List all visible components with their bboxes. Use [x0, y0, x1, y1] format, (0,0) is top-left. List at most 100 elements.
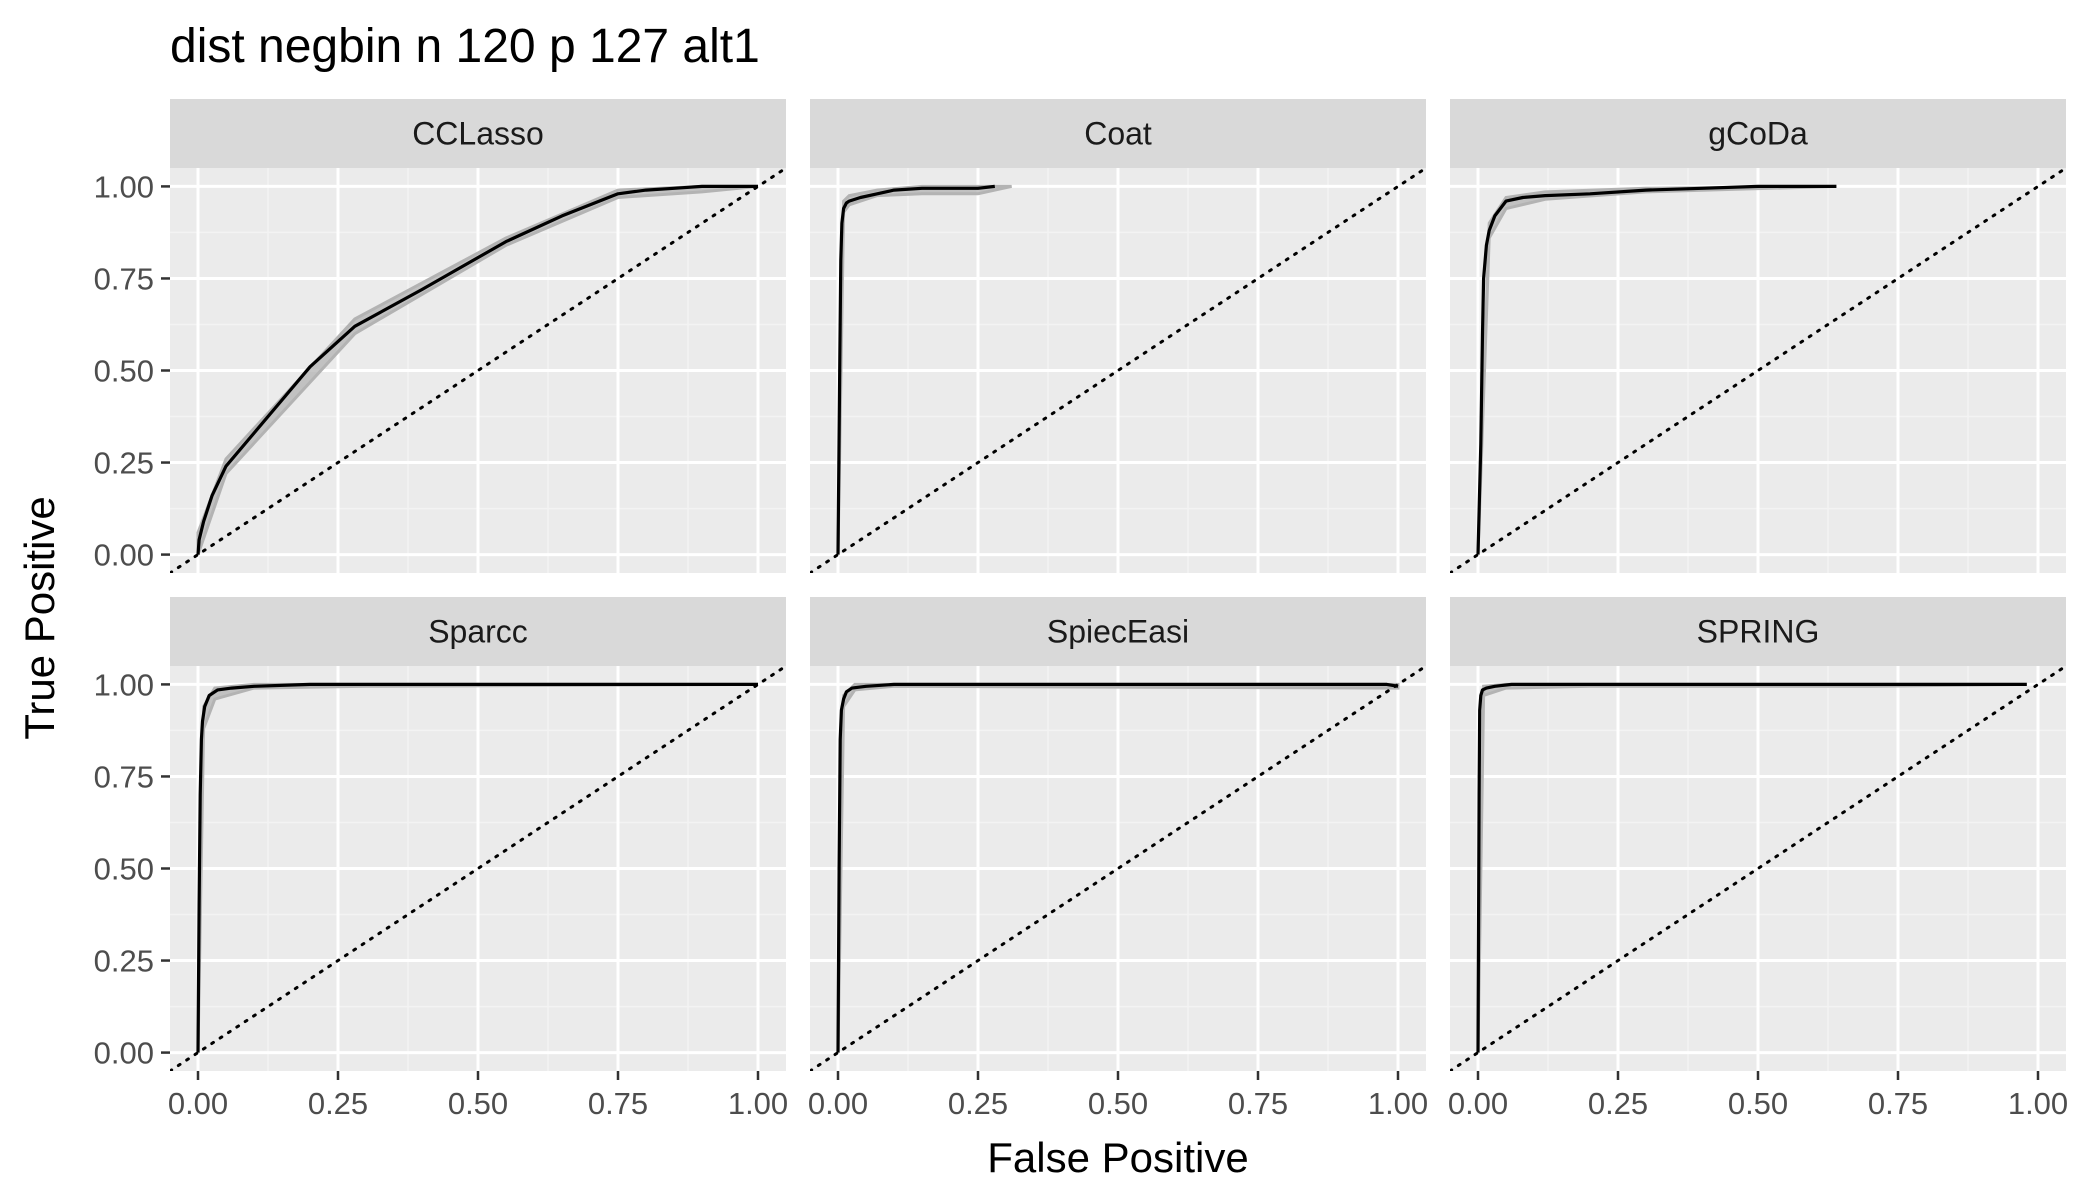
x-axes: 0.00 0.25 0.50 0.75 1.00 0.00 0.25 0.50 0.75 1.00… — [168, 1071, 2068, 1121]
x-tick-label: 1.00 — [728, 1086, 788, 1121]
y-axis-label: True Positive — [16, 496, 63, 740]
facet-label-gcoda: gCoDa — [1708, 116, 1808, 152]
roc-point — [840, 259, 842, 261]
x-tick-label: 0.00 — [1448, 1086, 1508, 1121]
roc-point — [757, 186, 759, 188]
panel-coat: Coat — [810, 99, 1426, 573]
roc-point — [561, 215, 563, 217]
roc-point — [645, 684, 647, 686]
roc-point — [837, 554, 839, 556]
roc-point — [1478, 794, 1480, 796]
roc-point — [1173, 684, 1175, 686]
x-tick-label: 0.00 — [808, 1086, 868, 1121]
panel-sparcc: Sparcc — [170, 597, 786, 1071]
roc-point — [1480, 443, 1482, 445]
roc-curve-spring — [1476, 682, 2027, 1053]
x-axis-label: False Positive — [987, 1134, 1248, 1181]
y-tick-label: 1.00 — [94, 667, 154, 702]
roc-point — [841, 222, 843, 224]
roc-point — [1494, 685, 1496, 687]
y-tick-label: 0.75 — [94, 759, 154, 794]
facet-strip-spring — [1450, 597, 2066, 666]
roc-point — [204, 706, 206, 708]
roc-point — [1386, 684, 1388, 686]
roc-point — [841, 709, 843, 711]
roc-point — [838, 868, 840, 870]
roc-point — [1869, 684, 1871, 686]
facet-label-sparcc: Sparcc — [428, 614, 528, 650]
roc-point — [1494, 215, 1496, 217]
roc-point — [865, 685, 867, 687]
roc-point — [421, 684, 423, 686]
roc-point — [617, 193, 619, 195]
roc-point — [1522, 197, 1524, 199]
facet-strip-gcoda — [1450, 99, 2066, 168]
roc-point — [1981, 684, 1983, 686]
reference-diagonal — [1450, 666, 2066, 1071]
roc-point — [893, 189, 895, 191]
roc-point — [839, 370, 841, 372]
roc-point — [1397, 685, 1399, 687]
roc-point — [309, 684, 311, 686]
roc-point — [202, 720, 204, 722]
roc-point — [354, 326, 356, 328]
y-tick-label: 0.00 — [94, 538, 154, 573]
facet-label-cclasso: CCLasso — [412, 116, 544, 152]
roc-curve-cclasso — [196, 184, 758, 555]
roc-point — [1480, 695, 1482, 697]
y-tick-label: 0.25 — [94, 446, 154, 481]
roc-point — [1486, 245, 1488, 247]
roc-point — [1486, 687, 1488, 689]
roc-point — [225, 465, 227, 467]
roc-point — [1701, 187, 1703, 189]
roc-point — [217, 689, 219, 691]
roc-point — [846, 202, 848, 204]
x-tick-label: 0.75 — [588, 1086, 648, 1121]
x-tick-label: 0.50 — [1088, 1086, 1148, 1121]
y-axes: 0.00 0.25 0.50 0.75 1.00 0.00 0.25 0.50 0.75 1.00 — [94, 169, 170, 1071]
facet-strip-coat — [810, 99, 1426, 168]
facet-label-spieceasi: SpiecEasi — [1047, 614, 1189, 650]
roc-point — [645, 189, 647, 191]
roc-point — [1483, 278, 1485, 280]
roc-point — [533, 684, 535, 686]
roc-point — [197, 554, 199, 556]
roc-point — [846, 691, 848, 693]
x-tick-label: 0.00 — [168, 1086, 228, 1121]
roc-point — [199, 794, 201, 796]
y-tick-label: 0.25 — [94, 944, 154, 979]
roc-point — [1505, 200, 1507, 202]
x-tick-label: 0.75 — [1228, 1086, 1288, 1121]
roc-point — [851, 687, 853, 689]
roc-point — [208, 695, 210, 697]
x-tick-label: 1.00 — [2008, 1086, 2068, 1121]
facet-strip-spieceasi — [810, 597, 1426, 666]
facet-label-spring: SPRING — [1697, 614, 1820, 650]
reference-diagonal — [810, 168, 1426, 573]
x-tick-label: 0.25 — [308, 1086, 368, 1121]
roc-point — [1488, 230, 1490, 232]
roc-point — [1544, 195, 1546, 197]
roc-curve-gcoda — [1476, 184, 1837, 555]
roc-band-coat — [836, 184, 1012, 555]
roc-point — [421, 289, 423, 291]
roc-point — [860, 197, 862, 199]
reference-diagonal — [170, 168, 786, 573]
roc-point — [1701, 684, 1703, 686]
y-tick-label: 1.00 — [94, 169, 154, 204]
roc-point — [281, 399, 283, 401]
roc-point — [1005, 684, 1007, 686]
roc-point — [198, 539, 200, 541]
panel-spring: SPRING — [1450, 597, 2066, 1071]
roc-point — [994, 186, 996, 188]
roc-point — [1341, 684, 1343, 686]
facet-label-coat: Coat — [1084, 116, 1152, 152]
roc-point — [1479, 709, 1481, 711]
roc-point — [843, 208, 845, 210]
roc-point — [309, 366, 311, 368]
x-tick-label: 0.50 — [1728, 1086, 1788, 1121]
roc-point — [1482, 689, 1484, 691]
roc-point — [1477, 554, 1479, 556]
x-tick-label: 0.25 — [1588, 1086, 1648, 1121]
